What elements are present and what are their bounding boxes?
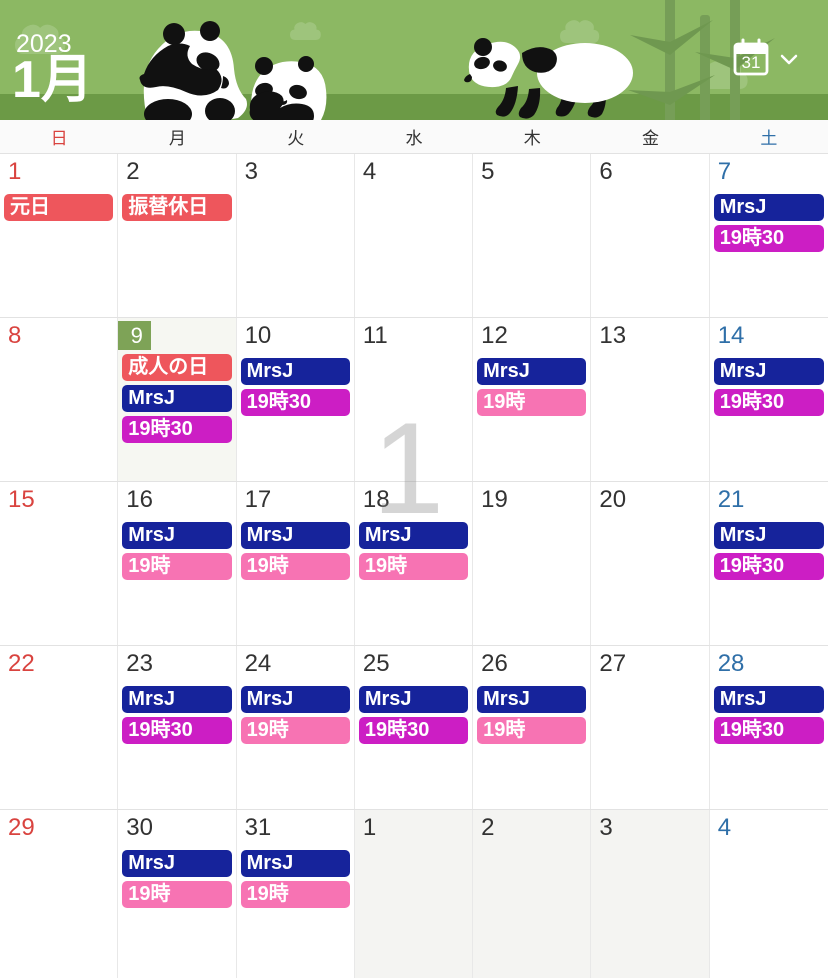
- svg-text:31: 31: [742, 53, 761, 72]
